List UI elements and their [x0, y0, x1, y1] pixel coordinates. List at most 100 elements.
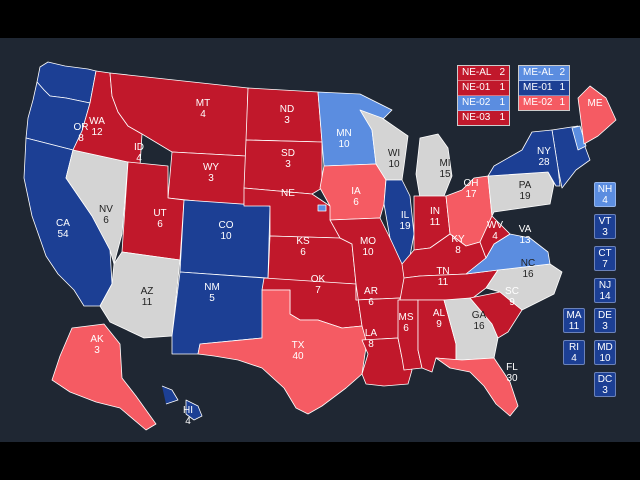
side-box-abbr: VT [598, 216, 612, 227]
state-ev-ak: 3 [94, 345, 100, 356]
state-ev-mi: 15 [439, 169, 451, 180]
district-row-me-02[interactable]: ME-02 1 [519, 96, 569, 110]
district-label: NE-01 [462, 82, 491, 93]
state-ev-in: 11 [430, 217, 441, 228]
side-box-ct[interactable]: CT 7 [594, 246, 616, 271]
state-shape-nh[interactable] [571, 125, 587, 151]
state-ev-ca: 54 [57, 229, 69, 240]
state-ev-ar: 6 [368, 297, 374, 308]
state-label-mn: MN [336, 128, 352, 139]
side-box-abbr: DE [598, 310, 612, 321]
state-shape-sd[interactable] [243, 139, 323, 195]
state-label-id: ID [134, 142, 144, 153]
district-row-ne-02[interactable]: NE-02 1 [458, 96, 509, 111]
state-shape-fl[interactable] [435, 357, 519, 417]
state-label-nc: NC [521, 258, 535, 269]
district-label: NE-03 [462, 112, 491, 123]
state-label-al: AL [433, 308, 446, 319]
state-ev-tn: 11 [438, 277, 449, 288]
district-row-ne-01[interactable]: NE-01 1 [458, 81, 509, 96]
nebraska-districts-legend: NE-AL 2 NE-01 1 NE-02 1 NE-03 1 [457, 65, 510, 126]
state-label-wa: WA [89, 116, 105, 127]
state-ev-hi: 4 [185, 416, 191, 427]
state-label-sd: SD [281, 148, 295, 159]
state-shape-me[interactable] [577, 85, 617, 145]
state-label-in: IN [430, 206, 440, 217]
side-box-dc[interactable]: DC 3 [594, 372, 616, 397]
side-box-ev: 3 [602, 385, 608, 396]
side-box-md[interactable]: MD 10 [594, 340, 616, 365]
state-label-or: OR [74, 122, 89, 133]
state-ev-az: 11 [142, 297, 153, 308]
state-ev-nm: 5 [209, 293, 215, 304]
state-label-wi: WI [388, 148, 400, 159]
bottom-letterbox [0, 442, 640, 480]
state-ev-co: 10 [220, 231, 232, 242]
state-label-nv: NV [99, 204, 113, 215]
side-box-vt[interactable]: VT 3 [594, 214, 616, 239]
maine-districts-legend: ME-AL 2 ME-01 1 ME-02 1 [518, 65, 570, 111]
state-shape-ak[interactable] [51, 323, 157, 431]
state-shape-wy[interactable] [167, 151, 247, 207]
side-box-ma[interactable]: MA 11 [563, 308, 585, 333]
state-label-ia: IA [351, 186, 361, 197]
district-row-me-al[interactable]: ME-AL 2 [519, 66, 569, 81]
state-label-il: IL [401, 210, 410, 221]
state-label-ky: KY [451, 234, 465, 245]
side-box-de[interactable]: DE 3 [594, 308, 616, 333]
state-label-ak: AK [90, 334, 104, 345]
state-ev-mo: 10 [362, 247, 374, 258]
district-row-ne-al[interactable]: NE-AL 2 [458, 66, 509, 81]
state-label-mo: MO [360, 236, 376, 247]
side-box-ev: 4 [602, 195, 608, 206]
state-ev-wv: 4 [492, 231, 498, 242]
state-ev-wy: 3 [208, 173, 214, 184]
side-box-abbr: NH [597, 184, 613, 195]
side-box-ev: 14 [599, 291, 611, 302]
state-label-fl: FL [506, 362, 518, 373]
state-ev-id: 4 [136, 153, 142, 164]
side-box-abbr: MD [597, 342, 613, 353]
state-shape-mi[interactable] [415, 133, 453, 199]
side-box-ev: 3 [602, 321, 608, 332]
side-box-ri[interactable]: RI 4 [563, 340, 585, 365]
state-label-mi: MI [439, 158, 450, 169]
district-label: ME-01 [523, 82, 553, 93]
state-label-nm: NM [204, 282, 220, 293]
state-label-ga: GA [472, 310, 487, 321]
electoral-map: WA 12 OR 8 CA 54 NV 6 ID 4 MT 4 WY 3 UT 6 AZ 11 CO 10 NM 5 ND 3… [0, 38, 640, 442]
state-ev-wi: 10 [388, 159, 400, 170]
ne02-district-shape[interactable] [317, 204, 327, 212]
state-ev-ga: 16 [473, 321, 485, 332]
side-box-abbr: NJ [598, 280, 612, 291]
side-box-ev: 3 [602, 227, 608, 238]
side-box-nj[interactable]: NJ 14 [594, 278, 616, 303]
district-label: NE-AL [462, 67, 492, 78]
side-box-abbr: RI [569, 342, 579, 353]
state-ev-sd: 3 [285, 159, 291, 170]
side-box-nh[interactable]: NH 4 [594, 182, 616, 207]
state-ev-il: 19 [399, 221, 411, 232]
state-ev-pa: 19 [519, 191, 531, 202]
district-ev: 1 [559, 82, 565, 93]
district-row-me-01[interactable]: ME-01 1 [519, 81, 569, 96]
state-label-nd: ND [280, 104, 294, 115]
state-shape-ny[interactable] [487, 129, 561, 187]
district-label: ME-AL [523, 67, 554, 78]
state-label-ca: CA [56, 218, 70, 229]
state-ev-ut: 6 [157, 219, 163, 230]
state-shape-hi[interactable] [161, 385, 203, 421]
state-shape-az[interactable] [99, 251, 181, 339]
side-box-ev: 10 [599, 353, 611, 364]
state-label-ms: MS [399, 312, 414, 323]
state-shape-tx[interactable] [197, 289, 369, 415]
state-shape-nc[interactable] [485, 263, 563, 311]
state-label-pa: PA [519, 180, 532, 191]
state-label-wy: WY [203, 162, 219, 173]
state-label-wv: WV [487, 220, 503, 231]
state-ev-ky: 8 [455, 245, 461, 256]
state-ev-nc: 16 [522, 269, 534, 280]
district-ev: 2 [559, 67, 565, 78]
district-row-ne-03[interactable]: NE-03 1 [458, 111, 509, 125]
state-ev-ia: 6 [353, 197, 359, 208]
